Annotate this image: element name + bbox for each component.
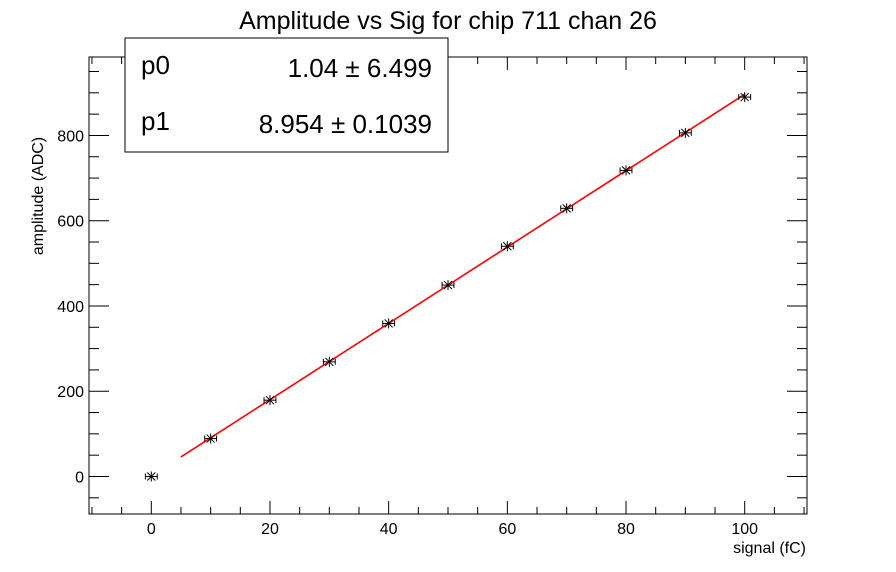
y-tick-label: 0 bbox=[75, 469, 84, 486]
x-tick-label: 80 bbox=[617, 521, 635, 538]
x-tick-label: 40 bbox=[380, 521, 398, 538]
data-point bbox=[678, 127, 692, 138]
y-axis-label: amplitude (ADC) bbox=[30, 137, 47, 255]
data-point bbox=[500, 241, 514, 252]
x-tick-label: 0 bbox=[147, 521, 156, 538]
data-points bbox=[144, 92, 752, 482]
x-tick-label: 20 bbox=[261, 521, 279, 538]
data-point bbox=[204, 433, 218, 444]
y-tick-label: 400 bbox=[57, 299, 84, 316]
stats-p1-value: 8.954 ± 0.1039 bbox=[259, 109, 432, 139]
stats-box-frame bbox=[124, 37, 449, 153]
y-tick-label: 800 bbox=[57, 128, 84, 145]
stats-p1-name: p1 bbox=[141, 106, 170, 136]
data-point bbox=[738, 92, 752, 103]
data-point bbox=[560, 203, 574, 214]
x-tick-label: 60 bbox=[498, 521, 516, 538]
data-point bbox=[263, 395, 277, 406]
fit-line bbox=[180, 93, 746, 458]
data-point bbox=[619, 165, 633, 176]
stats-p0-name: p0 bbox=[141, 50, 170, 80]
data-point bbox=[441, 280, 455, 291]
x-axis-label: signal (fC) bbox=[733, 540, 806, 557]
data-point bbox=[144, 471, 158, 482]
data-point bbox=[322, 356, 336, 367]
x-tick-label: 100 bbox=[731, 521, 758, 538]
chart-title: Amplitude vs Sig for chip 711 chan 26 bbox=[239, 7, 657, 35]
y-axis: 0 200 400 600 800 bbox=[57, 70, 807, 499]
stats-box: p0 1.04 ± 6.499 p1 8.954 ± 0.1039 bbox=[124, 37, 449, 153]
data-point bbox=[382, 318, 396, 329]
y-tick-label: 600 bbox=[57, 214, 84, 231]
stats-p0-value: 1.04 ± 6.499 bbox=[288, 53, 432, 83]
y-tick-label: 200 bbox=[57, 384, 84, 401]
